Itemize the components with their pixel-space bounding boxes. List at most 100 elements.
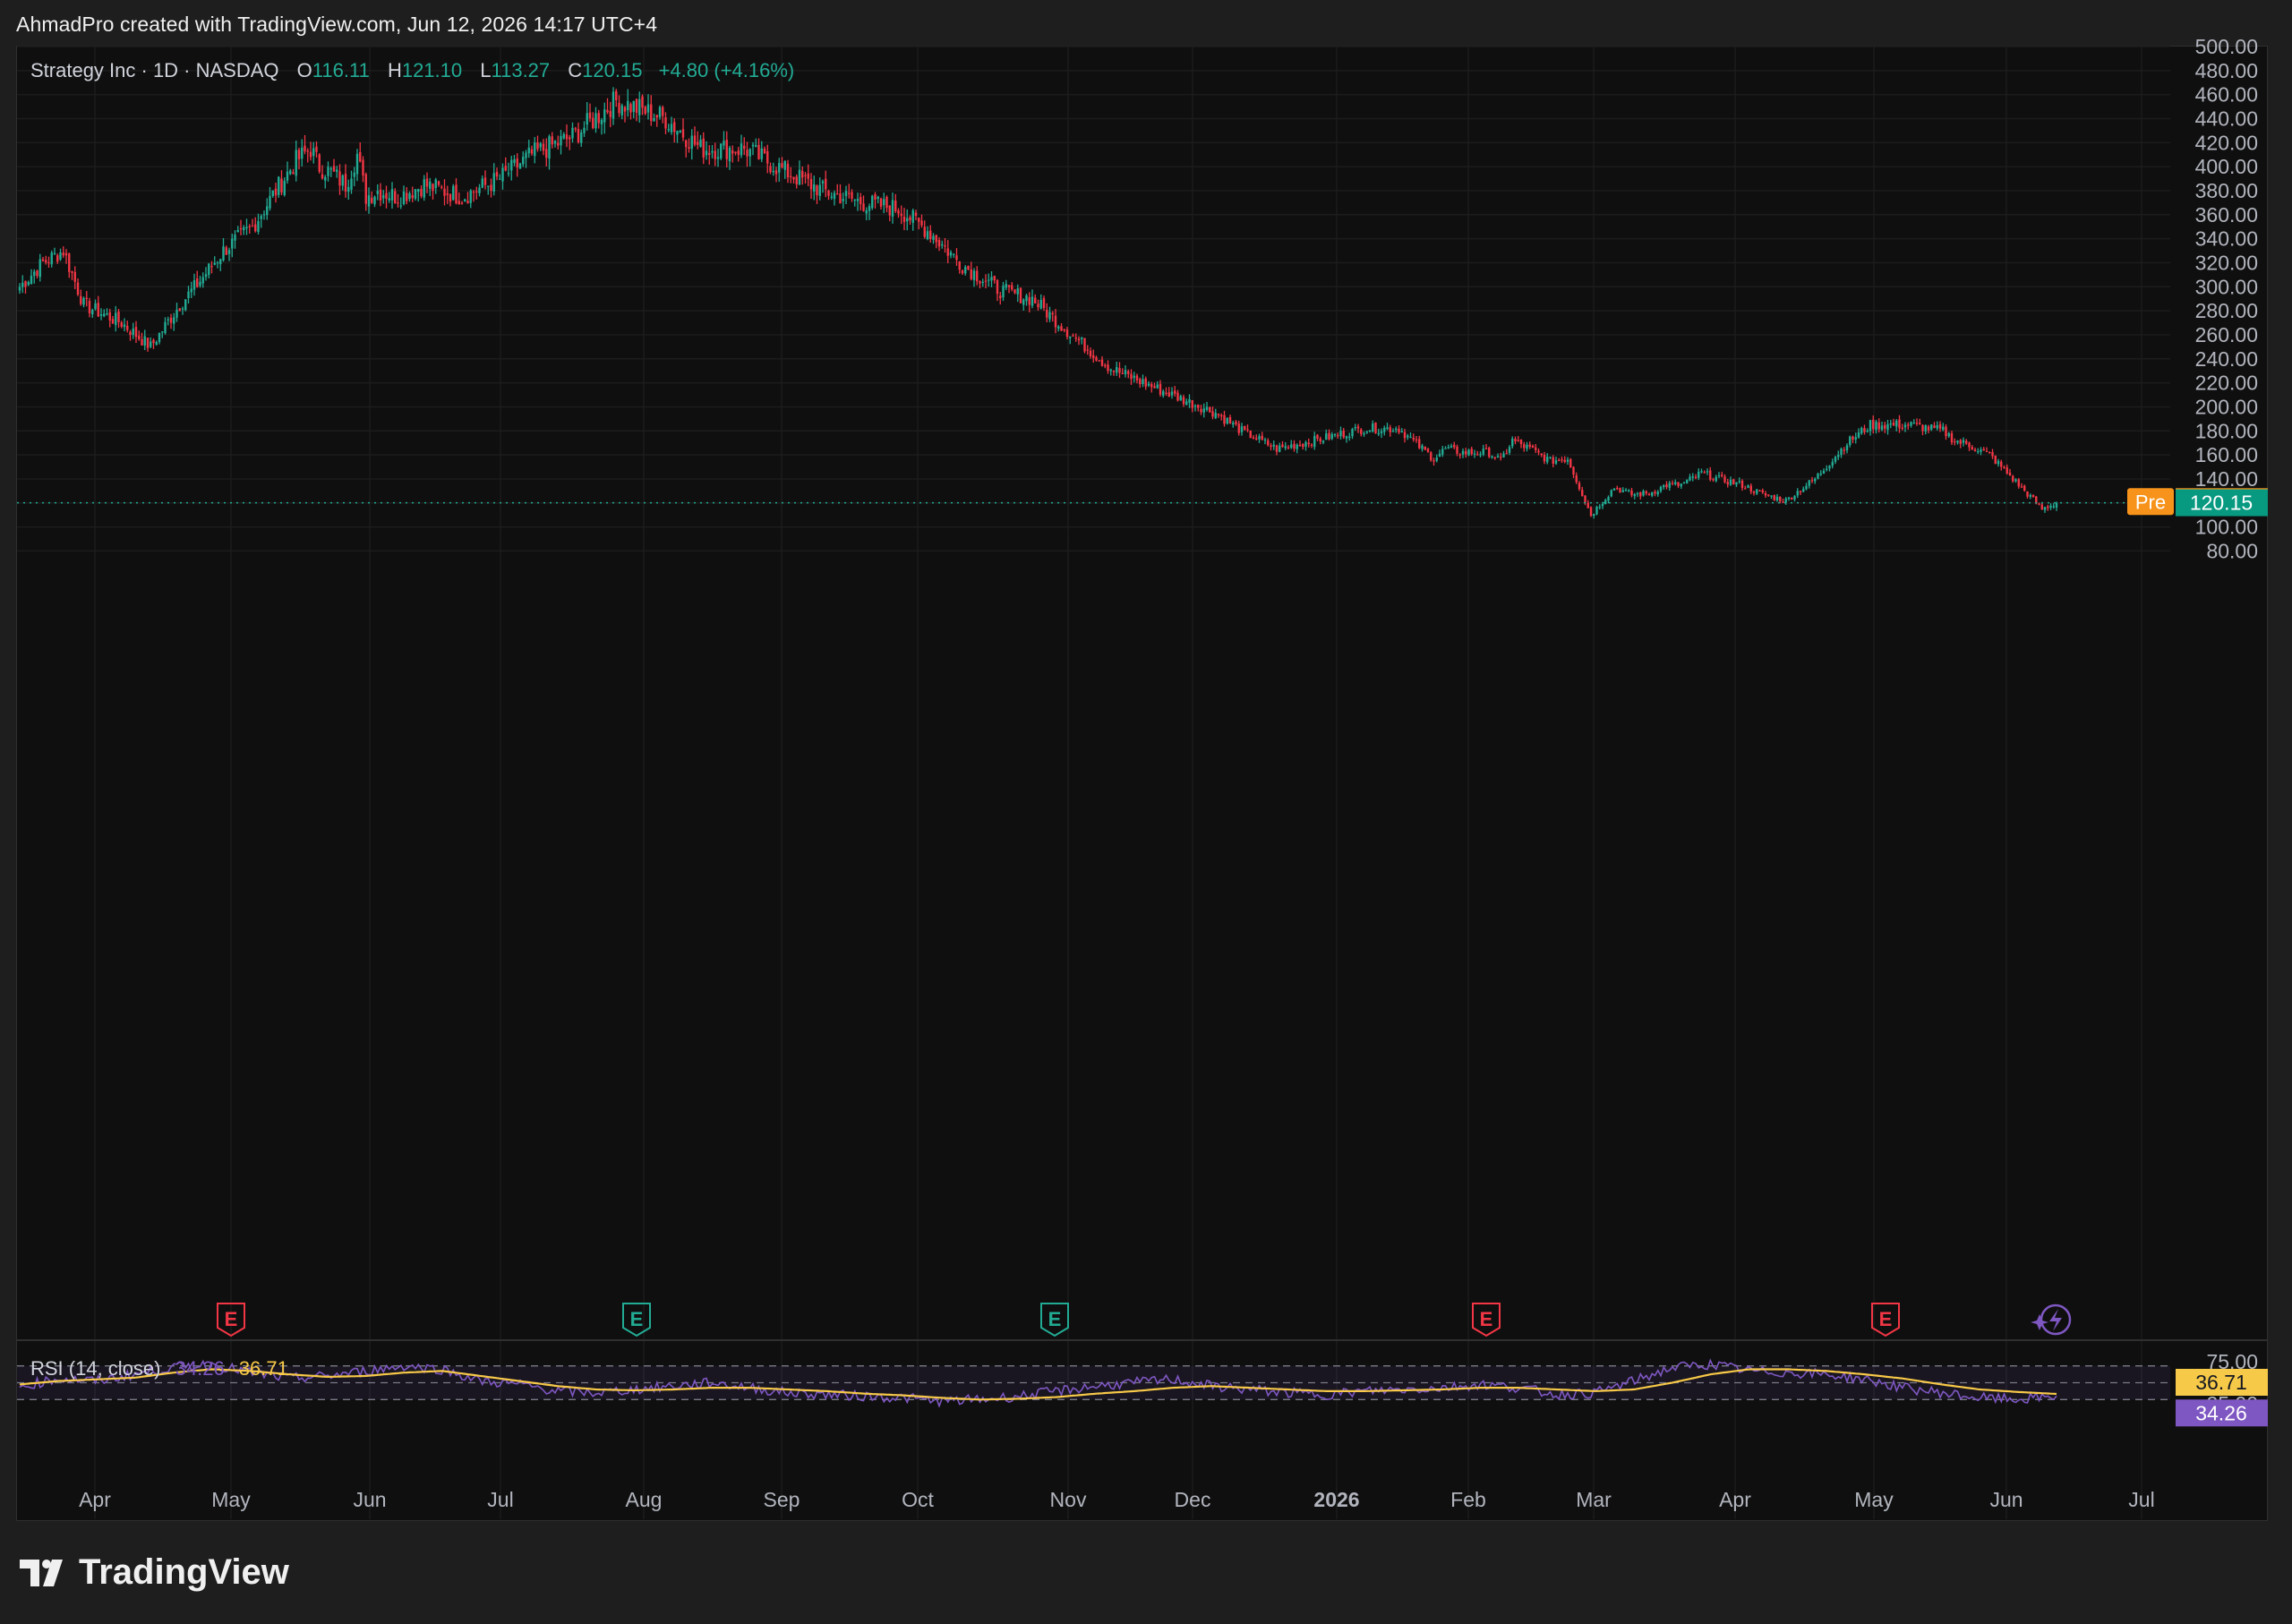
earnings-marker[interactable] <box>622 1303 651 1338</box>
candle-body <box>1784 498 1787 503</box>
candle-body <box>586 113 588 125</box>
candle-body <box>1612 488 1616 491</box>
earnings-marker[interactable] <box>1040 1303 1069 1338</box>
candle-body <box>1290 444 1293 449</box>
candle-body <box>1159 383 1162 395</box>
candle-body <box>988 279 990 281</box>
candle-body <box>301 147 304 159</box>
candle-body <box>1319 438 1321 442</box>
candle-body <box>260 216 262 219</box>
low-value: 113.27 <box>491 59 551 81</box>
candle-body <box>1037 303 1039 308</box>
candle-body <box>2014 479 2017 482</box>
price-axis-tick: 500.00 <box>2195 35 2258 58</box>
candle-body <box>1046 309 1048 318</box>
candle-body <box>1398 428 1400 433</box>
candle-body <box>382 195 385 199</box>
candle-body <box>1508 447 1511 453</box>
chart-frame[interactable] <box>16 46 2268 1521</box>
rsi-title[interactable]: RSI (14, close) <box>30 1357 161 1380</box>
candle-body <box>1121 372 1124 374</box>
candle-body <box>373 196 376 205</box>
candle-body <box>1840 449 1843 456</box>
candle-body <box>1543 455 1546 462</box>
candle-body <box>676 131 679 135</box>
candle-body <box>1298 444 1302 447</box>
candle-body <box>885 196 888 209</box>
candle-body <box>196 278 199 287</box>
candle-body <box>1738 481 1740 483</box>
candle-body <box>115 312 117 326</box>
candle-body <box>1328 432 1330 440</box>
symbol-title[interactable]: Strategy Inc · 1D · NASDAQ <box>30 59 279 81</box>
rsi-ma-badge <box>2176 1368 2268 1396</box>
candle-body <box>1380 431 1383 433</box>
candle-body <box>2012 475 2014 482</box>
candle-body <box>353 172 355 177</box>
candle-body <box>740 143 743 156</box>
rsi-line <box>19 1358 2057 1408</box>
candle-body <box>723 141 725 146</box>
candle-body <box>1051 312 1054 315</box>
price-axis-tick: 260.00 <box>2195 323 2258 346</box>
candle-body <box>379 189 382 201</box>
candle-body <box>1630 491 1633 496</box>
candle-body <box>1642 491 1645 496</box>
earnings-marker[interactable] <box>1871 1303 1900 1338</box>
candle-body <box>1924 425 1927 432</box>
candle-body <box>690 135 693 150</box>
candle-body <box>1284 446 1287 449</box>
candle-body <box>385 192 388 200</box>
rsi-ma-line <box>19 1368 2057 1401</box>
candle-body <box>1572 466 1575 475</box>
candle-body <box>786 163 790 178</box>
candle-body <box>318 154 321 172</box>
candle-body <box>774 170 778 175</box>
time-axis-tick: Jun <box>1989 1488 2023 1511</box>
candle-body <box>1081 337 1083 339</box>
candle-body <box>1837 454 1840 457</box>
earnings-marker[interactable] <box>1472 1303 1501 1338</box>
candle-body <box>1098 360 1100 362</box>
candle-body <box>2047 506 2049 509</box>
time-axis-tick: Feb <box>1450 1488 1486 1511</box>
candle-body <box>1834 457 1837 462</box>
candle-body <box>1698 471 1700 478</box>
candle-body <box>1729 479 1732 485</box>
candle-body <box>839 193 842 204</box>
candle-body <box>1764 492 1767 496</box>
sparkle-icon <box>2031 1314 2048 1330</box>
candle-body <box>243 227 245 231</box>
rsi-ma-badge-value: 36.71 <box>2195 1371 2247 1394</box>
candle-body <box>993 276 996 281</box>
candle-body <box>1680 483 1682 487</box>
candle-body <box>1220 415 1223 417</box>
tradingview-logo[interactable]: TradingView <box>20 1552 289 1593</box>
candle-body <box>483 177 487 185</box>
candle-body <box>1473 453 1476 455</box>
candle-body <box>1822 470 1826 474</box>
candle-body <box>71 270 73 273</box>
candle-body <box>213 262 216 265</box>
candle-body <box>219 259 222 265</box>
candle-body <box>2003 466 2006 468</box>
candle-body <box>629 104 632 113</box>
candle-body <box>1706 471 1709 473</box>
candle-body <box>981 281 984 284</box>
candle-body <box>1467 449 1470 456</box>
candle-body <box>518 163 522 169</box>
earnings-marker[interactable] <box>217 1303 245 1338</box>
candle-body <box>1581 490 1584 497</box>
candle-body <box>1985 450 1988 453</box>
candle-body <box>469 190 472 203</box>
rsi-legend: RSI (14, close) 34.26 36.71 <box>30 1357 288 1380</box>
candle-body <box>1907 424 1910 426</box>
candle-body <box>2023 485 2026 491</box>
candle-body <box>359 152 362 162</box>
candle-body <box>225 247 227 255</box>
candle-body <box>1022 299 1025 305</box>
candle-body <box>1356 426 1360 429</box>
candle-body <box>21 282 24 287</box>
candle-body <box>746 150 748 157</box>
